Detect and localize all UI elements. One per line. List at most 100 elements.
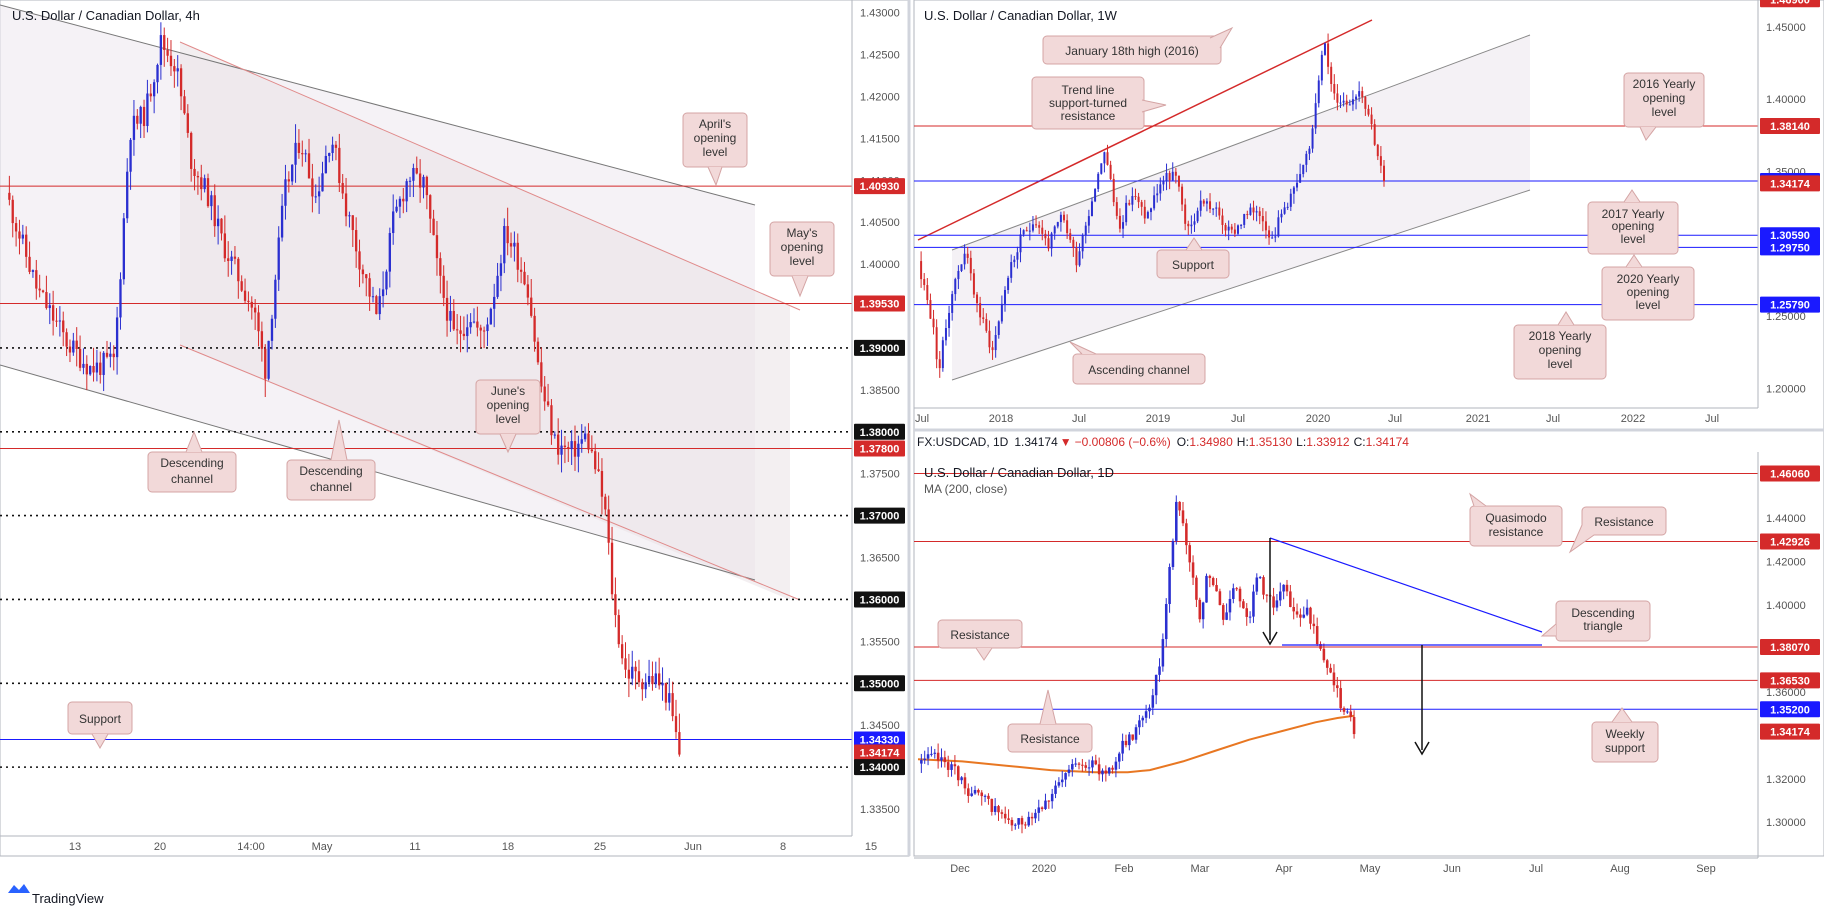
callout-junes-opening[interactable]: June's opening level [475, 379, 541, 454]
callout-january-high[interactable]: January 18th high (2016) [1042, 26, 1234, 65]
price-label: 1.36000 [860, 594, 900, 606]
candle [1074, 763, 1077, 765]
candle [35, 270, 38, 289]
candle [1106, 152, 1109, 165]
callout-resistance-right[interactable]: Resistance [1568, 506, 1667, 554]
candle [247, 300, 250, 302]
candle [412, 167, 415, 181]
candle [85, 363, 88, 375]
svg-text:level: level [496, 412, 521, 426]
candle [944, 328, 947, 341]
callout-mays-opening[interactable]: May's opening level [769, 221, 835, 298]
candle [1174, 171, 1177, 176]
candle [95, 362, 99, 373]
candle [577, 443, 580, 457]
candle [926, 285, 929, 301]
candle [287, 179, 290, 182]
callout-weekly-support[interactable]: Weekly support [1591, 707, 1659, 763]
callout-text: April's [699, 117, 731, 131]
callout-trend-line[interactable]: Trend line support-turned resistance [1031, 76, 1167, 130]
candle [1151, 695, 1155, 708]
callout-2017-yearly[interactable]: 2017 Yearly opening level [1587, 189, 1679, 255]
candle [1035, 224, 1038, 226]
candle [1296, 182, 1299, 188]
svg-text:level: level [1621, 232, 1646, 246]
x-tick-label: 20 [154, 841, 166, 853]
y-tick-label: 1.44000 [1766, 513, 1806, 525]
candle [277, 237, 280, 280]
candle [1196, 210, 1199, 222]
candle [1050, 233, 1053, 249]
candle [250, 301, 253, 308]
callout-ascending-channel[interactable]: Ascending channel [1069, 341, 1206, 385]
candle [932, 318, 935, 328]
candle [1355, 96, 1358, 100]
price-label: 1.34174 [1770, 727, 1811, 739]
candle [587, 433, 590, 450]
candle [240, 281, 243, 291]
callout-2018-yearly[interactable]: 2018 Yearly opening level [1513, 311, 1607, 380]
x-tick-label: Jul [1705, 413, 1719, 425]
candle [570, 441, 573, 450]
candle [62, 320, 65, 333]
candle [1208, 575, 1212, 579]
callout-descending-channel[interactable]: Descending channel [147, 430, 237, 493]
svg-text:opening: opening [1612, 219, 1655, 233]
brand-name: TradingView [32, 891, 104, 906]
callout-descending-channel-2[interactable]: Descending channel [286, 419, 376, 501]
x-tick-label: 8 [780, 841, 786, 853]
candle [65, 332, 68, 347]
candle [997, 806, 1000, 813]
callout-support-weekly[interactable]: Support [1156, 237, 1230, 279]
candle [1376, 144, 1379, 157]
callout-support[interactable]: Support [67, 701, 133, 750]
candle [1017, 818, 1020, 825]
candle [112, 353, 115, 358]
candle [51, 305, 55, 321]
candle [1211, 578, 1215, 586]
chart-4h[interactable]: 1.430001.425001.420001.415001.410001.405… [0, 0, 905, 853]
candle [1168, 566, 1171, 604]
candle [72, 340, 75, 353]
candle [176, 68, 179, 72]
y-tick-label: 1.20000 [1766, 383, 1806, 395]
svg-text:Resistance: Resistance [950, 628, 1010, 642]
candle [966, 253, 969, 258]
callout-resistance-center[interactable]: Resistance [1007, 689, 1093, 753]
candle [516, 242, 519, 270]
candle [627, 669, 631, 679]
tradingview-logo[interactable]: TradingView [8, 884, 104, 906]
candle [654, 673, 657, 685]
candle [1077, 763, 1081, 765]
candle [563, 445, 567, 447]
chart-1d[interactable]: 1.440001.420001.400001.380001.360001.340… [914, 435, 1820, 875]
chart-1w[interactable]: 1.450001.400001.350001.300001.250001.200… [914, 0, 1820, 425]
price-label: 1.39000 [860, 343, 900, 355]
candle [1370, 114, 1373, 125]
candle [1218, 591, 1222, 606]
candle [324, 155, 328, 174]
candle [1097, 173, 1100, 190]
candle [929, 300, 932, 319]
candle [1383, 165, 1385, 182]
callout-resistance-left[interactable]: Resistance [937, 619, 1023, 661]
candle [220, 218, 223, 234]
callout-descending-triangle[interactable]: Descending triangle [1540, 600, 1651, 642]
symbol-label: FX:USDCAD, 1D [917, 435, 1009, 449]
candle [1185, 523, 1188, 546]
candle [644, 682, 647, 690]
candle [418, 173, 422, 188]
callout-2020-yearly[interactable]: 2020 Yearly opening level [1601, 254, 1695, 321]
candle [402, 198, 405, 202]
candle [1225, 612, 1228, 620]
candle [1342, 100, 1345, 103]
callout-aprils-opening[interactable]: April's opening level [682, 112, 748, 187]
x-tick-label: Apr [1275, 863, 1292, 875]
candle [489, 308, 492, 325]
candle [31, 270, 35, 272]
candle [1027, 816, 1030, 826]
callout-2016-yearly[interactable]: 2016 Yearly opening level [1623, 72, 1705, 141]
candle [1195, 577, 1198, 600]
candle [152, 82, 156, 97]
callout-quasimodo[interactable]: Quasimodo resistance [1469, 492, 1563, 547]
